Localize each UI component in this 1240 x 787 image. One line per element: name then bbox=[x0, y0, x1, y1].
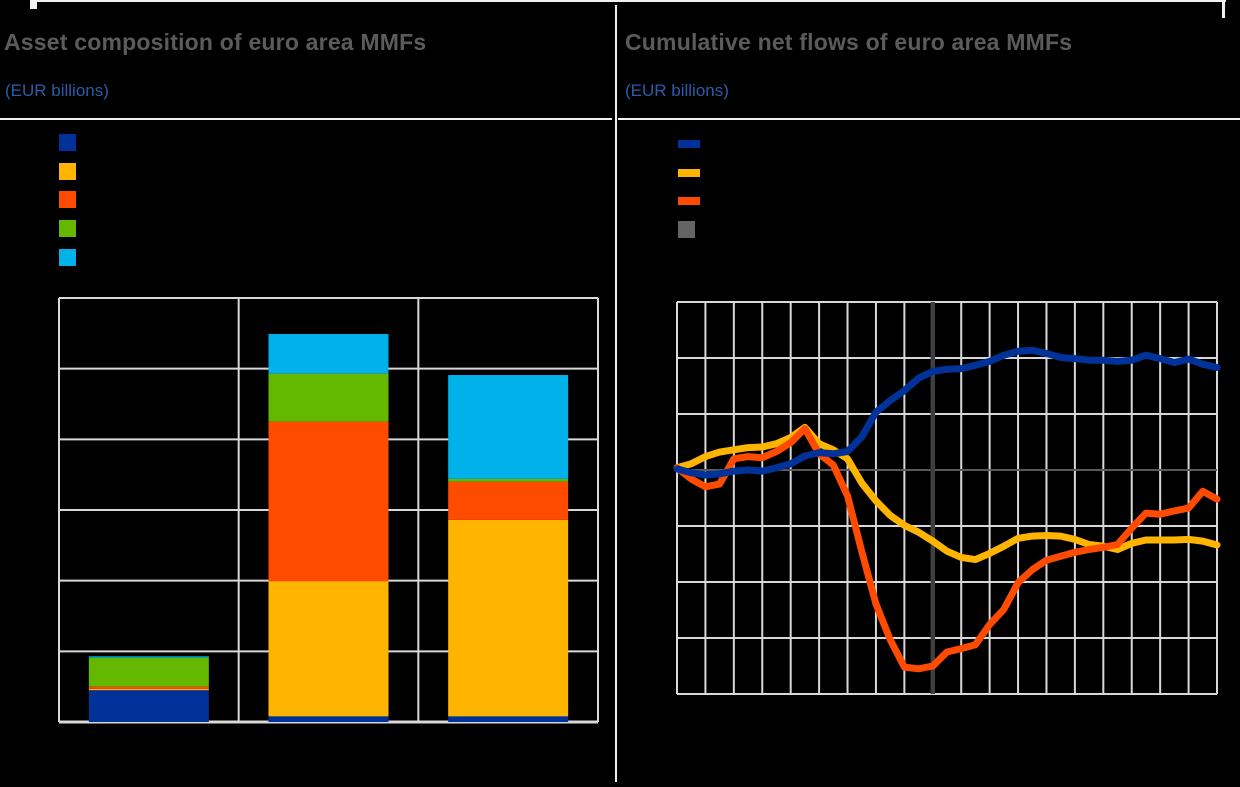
legend-swatch-square-3 bbox=[59, 220, 76, 238]
bar-segment-bar-3-amber bbox=[448, 519, 569, 717]
bar-segment-bar-3-orange bbox=[448, 481, 569, 520]
bar-segment-bar-1-cyan bbox=[88, 656, 209, 658]
panel-divider bbox=[615, 5, 617, 782]
bar-segment-bar-3-blue bbox=[448, 716, 569, 722]
bar-segment-bar-1-green bbox=[88, 657, 209, 687]
right-chart-plot bbox=[673, 301, 1221, 695]
left-legend bbox=[59, 134, 179, 274]
data-line-amber bbox=[673, 423, 1221, 564]
left-chart-subtitle: (EUR billions) bbox=[5, 81, 109, 100]
legend-swatch-line-2 bbox=[678, 197, 700, 206]
legend-swatch-square-0 bbox=[59, 134, 76, 151]
bar-segment-bar-1-blue bbox=[88, 690, 209, 722]
legend-swatch-line-0 bbox=[678, 140, 700, 148]
right-chart-title: Cumulative net flows of euro area MMFs bbox=[625, 29, 1073, 55]
bar-segment-bar-3-cyan bbox=[448, 375, 569, 479]
legend-swatch-square-2 bbox=[59, 191, 76, 209]
right-panel: Cumulative net flows of euro area MMFs (… bbox=[617, 0, 1240, 787]
top-border-line bbox=[30, 0, 1226, 2]
left-chart-title: Asset composition of euro area MMFs bbox=[4, 29, 427, 55]
bar-segment-bar-1-amber bbox=[88, 688, 209, 691]
legend-swatch-square-3 bbox=[678, 221, 695, 239]
right-legend bbox=[678, 140, 798, 250]
bar-segment-bar-2-orange bbox=[268, 421, 389, 582]
top-left-notch bbox=[30, 0, 37, 9]
bar-segment-bar-2-green bbox=[268, 373, 389, 422]
legend-swatch-line-1 bbox=[678, 168, 700, 177]
bar-segment-bar-2-cyan bbox=[268, 334, 389, 374]
data-line-orange bbox=[673, 425, 1221, 673]
right-chart-subtitle: (EUR billions) bbox=[625, 81, 729, 100]
right-title-separator bbox=[618, 118, 1240, 120]
left-chart-plot bbox=[58, 297, 599, 724]
left-panel: Asset composition of euro area MMFs (EUR… bbox=[0, 0, 615, 787]
data-line-blue bbox=[673, 346, 1221, 479]
top-right-tick bbox=[1222, 0, 1225, 18]
bar-segment-bar-2-blue bbox=[268, 716, 389, 722]
legend-swatch-square-4 bbox=[59, 248, 76, 266]
left-title-separator bbox=[0, 118, 612, 120]
bar-segment-bar-1-orange bbox=[88, 686, 209, 689]
legend-swatch-square-1 bbox=[59, 162, 76, 180]
bar-segment-bar-3-green bbox=[448, 478, 569, 482]
bar-segment-bar-2-amber bbox=[268, 581, 389, 717]
